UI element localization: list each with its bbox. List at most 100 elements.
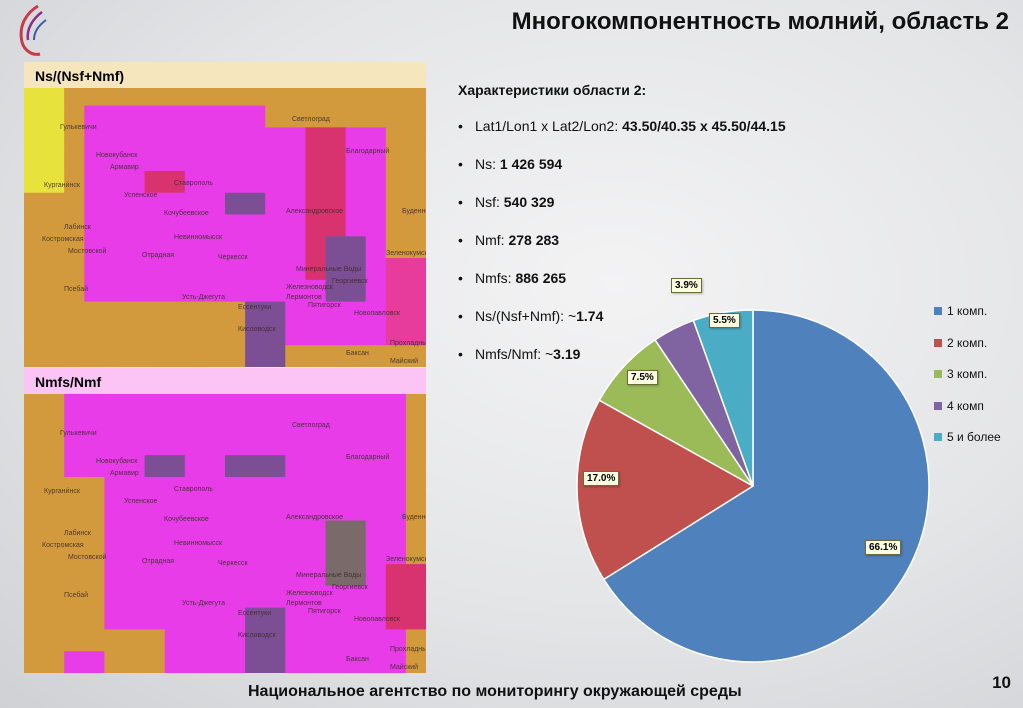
grid-cell bbox=[24, 236, 45, 259]
grid-cell bbox=[365, 323, 387, 346]
grid-cell bbox=[345, 455, 367, 478]
grid-cell bbox=[345, 83, 367, 107]
grid-cell bbox=[405, 345, 426, 367]
grid-cell bbox=[184, 127, 206, 150]
grid-cell bbox=[144, 105, 166, 128]
grid-cell bbox=[204, 476, 226, 500]
grid-cell bbox=[385, 214, 407, 237]
grid-cell bbox=[44, 607, 65, 630]
grid-cell bbox=[24, 345, 45, 367]
grid-cell bbox=[385, 585, 407, 609]
grid-cell bbox=[104, 433, 125, 456]
grid-cell bbox=[305, 411, 326, 434]
grid-cell bbox=[385, 629, 407, 652]
grid-cell bbox=[285, 629, 306, 652]
grid-cell bbox=[325, 279, 347, 303]
grid-cell bbox=[325, 542, 347, 565]
pie-svg bbox=[576, 309, 930, 663]
grid-cell bbox=[365, 105, 387, 128]
town-label: Кочубеевское bbox=[164, 210, 209, 217]
grid-cell bbox=[405, 585, 426, 609]
grid-cell bbox=[265, 83, 286, 107]
grid-cell bbox=[225, 323, 246, 346]
grid-cell bbox=[44, 585, 65, 609]
grid-cell bbox=[164, 476, 186, 500]
grid-cell bbox=[305, 433, 326, 456]
grid-cell bbox=[204, 520, 226, 543]
grid-cell bbox=[385, 520, 407, 543]
grid-cell bbox=[285, 476, 306, 500]
grid-cell bbox=[164, 389, 186, 413]
grid-cell bbox=[265, 389, 286, 413]
grid-cell bbox=[285, 149, 306, 172]
stat-nmfs: • Nmfs: 886 265 bbox=[458, 270, 878, 308]
grid-cell bbox=[44, 498, 65, 521]
grid-cell bbox=[385, 301, 407, 324]
grid-cell bbox=[365, 433, 387, 456]
grid-cell bbox=[305, 279, 326, 303]
grid-cell bbox=[164, 520, 186, 543]
grid-cell bbox=[285, 83, 306, 107]
grid-cell bbox=[184, 433, 206, 456]
grid-cell bbox=[245, 192, 266, 215]
grid-cell bbox=[64, 498, 85, 521]
grid-cell bbox=[144, 83, 166, 107]
grid-cell bbox=[24, 105, 45, 128]
grid-cell bbox=[365, 498, 387, 521]
town-label: Новопавловск bbox=[354, 616, 400, 623]
grid-cell bbox=[124, 236, 146, 259]
grid-cell bbox=[345, 389, 367, 413]
town-label: Баксан bbox=[346, 656, 369, 663]
grid-cell bbox=[104, 607, 125, 630]
grid-cell bbox=[24, 498, 45, 521]
grid-cell bbox=[305, 214, 326, 237]
grid-cell bbox=[184, 105, 206, 128]
grid-cell bbox=[225, 651, 246, 673]
grid-cell bbox=[144, 607, 166, 630]
grid-cell bbox=[184, 279, 206, 303]
data-label: 3.9% bbox=[671, 278, 702, 293]
grid-cell bbox=[64, 83, 85, 107]
grid-cell bbox=[405, 476, 426, 500]
grid-cell bbox=[265, 214, 286, 237]
grid-cell bbox=[305, 651, 326, 673]
grid-cell bbox=[144, 127, 166, 150]
grid-cell bbox=[84, 323, 105, 346]
bullet-icon: • bbox=[458, 156, 463, 172]
grid-cell bbox=[44, 564, 65, 587]
grid-cell bbox=[44, 476, 65, 500]
grid-cell bbox=[124, 127, 146, 150]
grid-cell bbox=[285, 345, 306, 367]
grid-cell bbox=[305, 345, 326, 367]
grid-cell bbox=[405, 127, 426, 150]
grid-cell bbox=[164, 170, 186, 194]
grid-cell bbox=[245, 585, 266, 609]
grid-cell bbox=[245, 258, 266, 281]
grid-cell bbox=[204, 127, 226, 150]
characteristics-heading: Характеристики области 2: bbox=[458, 82, 647, 98]
town-label: Ессентуки bbox=[238, 610, 272, 617]
grid-cell bbox=[144, 542, 166, 565]
legend-swatch bbox=[934, 370, 942, 379]
grid-cell bbox=[184, 564, 206, 587]
town-label: Лермонтов bbox=[286, 294, 322, 301]
grid-cell bbox=[385, 389, 407, 413]
grid-cell bbox=[385, 170, 407, 194]
grid-cell bbox=[24, 607, 45, 630]
town-label: Костромская bbox=[42, 236, 84, 243]
grid-cell bbox=[144, 236, 166, 259]
grid-cell bbox=[84, 345, 105, 367]
grid-cell bbox=[124, 629, 146, 652]
grid-cell bbox=[285, 105, 306, 128]
grid-cell bbox=[225, 83, 246, 107]
grid-cell bbox=[184, 236, 206, 259]
legend-label: 3 комп. bbox=[947, 367, 988, 382]
town-label: Невинномысск bbox=[174, 234, 223, 241]
grid-cell bbox=[325, 389, 347, 413]
grid-cell bbox=[204, 651, 226, 673]
grid-cell bbox=[305, 236, 326, 259]
grid-cell bbox=[285, 520, 306, 543]
grid-cell bbox=[385, 476, 407, 500]
grid-cell bbox=[44, 651, 65, 673]
stat-nsf: • Nsf: 540 329 bbox=[458, 194, 878, 232]
